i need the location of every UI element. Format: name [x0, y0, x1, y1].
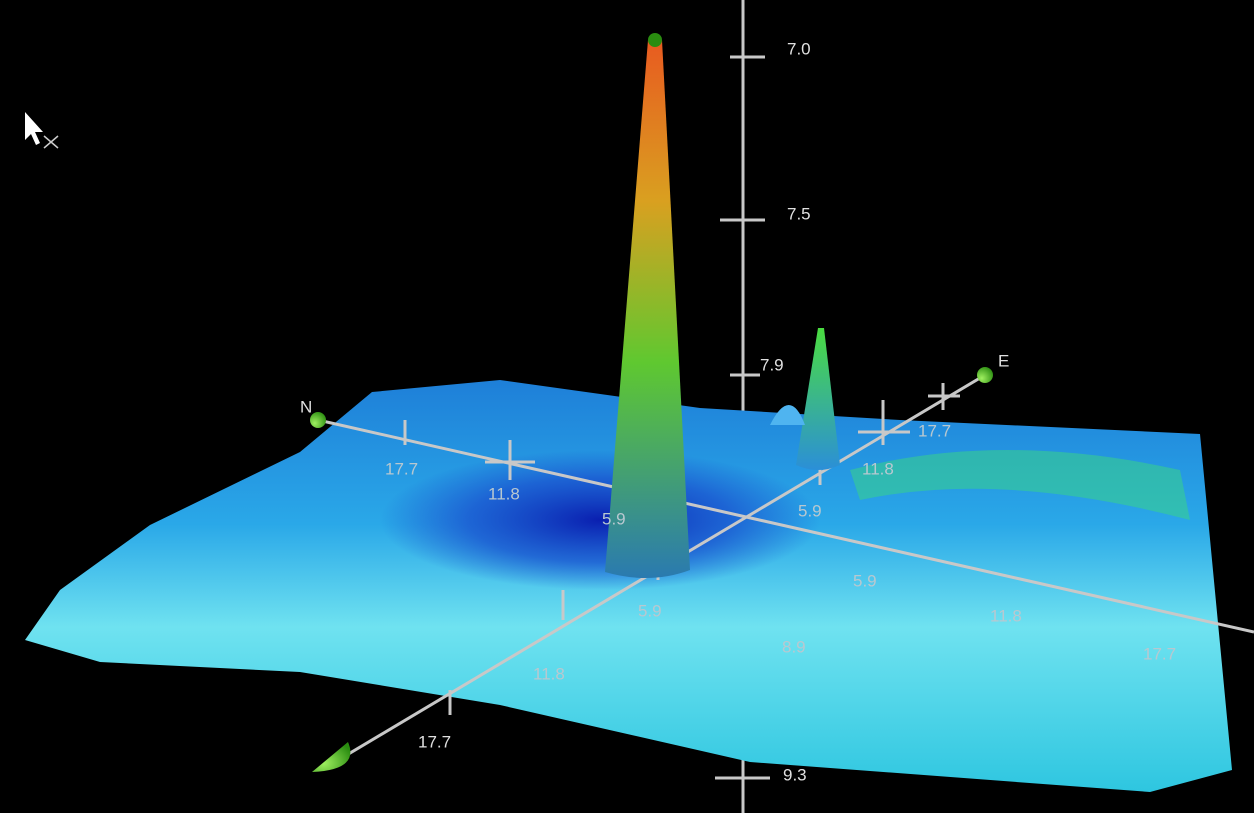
vertical-axis-label: 9.3 [783, 765, 807, 784]
direction-label: N [300, 397, 312, 416]
east-marker [977, 367, 993, 383]
small-peak [796, 328, 840, 470]
grid-label: 11.8 [862, 459, 894, 478]
grid-label: 17.7 [385, 459, 418, 478]
grid-label: 5.9 [638, 601, 662, 620]
tall-peak [605, 40, 690, 578]
direction-label: E [998, 351, 1009, 370]
grid-label: 11.8 [533, 664, 565, 683]
grid-label: 17.7 [418, 732, 451, 751]
cursor-icon [25, 112, 58, 148]
grid-label: 5.9 [602, 509, 626, 528]
vertical-axis-label: 7.5 [787, 204, 811, 223]
grid-label: 17.7 [1143, 644, 1176, 663]
viewport: 7.0 7.5 7.9 9.3 N E 17.7 11.8 5.9 5.9 11.8 17.7 5.9 5… [0, 0, 1254, 813]
north-marker [310, 412, 326, 428]
grid-label: 5.9 [853, 571, 877, 590]
grid-label: 17.7 [918, 421, 951, 440]
vertical-axis-label: 7.0 [787, 39, 811, 58]
grid-label: 5.9 [798, 501, 822, 520]
grid-label: 11.8 [488, 484, 520, 503]
axis-cone [312, 742, 350, 772]
vertical-axis-label: 7.9 [760, 355, 784, 374]
grid-label: 8.9 [782, 637, 806, 656]
peak-cap [648, 33, 662, 47]
grid-label: 11.8 [990, 606, 1022, 625]
